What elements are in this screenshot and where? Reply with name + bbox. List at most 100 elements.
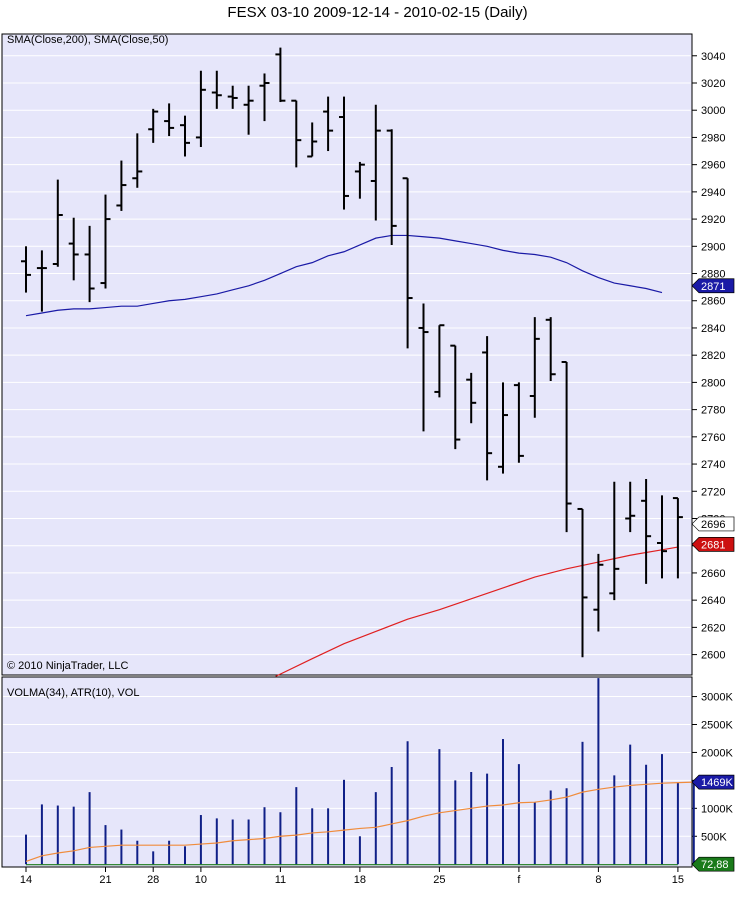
volume-y-ticks: 500K1000K1500K2000K2500K3000K [692, 692, 733, 843]
ohlc-bar [68, 217, 79, 281]
ohlc-bar [195, 70, 206, 147]
ohlc-bar [593, 553, 604, 632]
volume-tick-label: 2000K [701, 747, 733, 759]
sma200-line [275, 546, 679, 677]
volume-lines [25, 781, 694, 866]
ohlc-bar [164, 103, 175, 137]
x-tick-label: 25 [433, 874, 445, 886]
ohlc-bar [307, 122, 318, 158]
price-tick-label: 3040 [701, 51, 725, 63]
volume-marker: 72,88 [691, 856, 735, 872]
svg-text:2681: 2681 [701, 539, 725, 551]
volume-indicator-label: VOLMA(34), ATR(10), VOL [7, 687, 139, 699]
ohlc-bar [116, 160, 127, 211]
price-tick-label: 2800 [701, 377, 725, 389]
ohlc-bar [180, 115, 190, 157]
ohlc-bar [386, 129, 397, 245]
ohlc-bar [625, 481, 636, 533]
ohlc-bar [132, 133, 143, 188]
volume-grid [3, 696, 691, 837]
x-tick-label: 11 [275, 874, 286, 886]
ohlc-bar [434, 324, 445, 398]
svg-text:72,88: 72,88 [701, 859, 729, 871]
price-tick-label: 3000 [701, 105, 725, 117]
price-tick-label: 2780 [701, 405, 725, 417]
volume-tick-label: 2500K [701, 720, 733, 732]
price-tick-label: 2760 [701, 432, 725, 444]
price-panel-background [1, 33, 693, 676]
price-tick-label: 2640 [701, 595, 725, 607]
ohlc-bar [52, 179, 63, 267]
volume-panel-background [1, 676, 693, 868]
ohlc-bar [100, 194, 111, 289]
price-tick-label: 2920 [701, 214, 725, 226]
ohlc-bar [21, 246, 31, 293]
ohlc-bar [148, 108, 159, 143]
ohlc-bar [418, 303, 429, 432]
ohlc-bar [641, 479, 652, 584]
x-tick-label: f [517, 874, 521, 886]
price-tick-label: 2940 [701, 187, 725, 199]
price-tick-label: 2860 [701, 296, 725, 308]
x-tick-label: 21 [99, 874, 111, 886]
price-y-ticks: 2600262026402660268027002720274027602780… [692, 51, 725, 662]
ohlc-bar [577, 507, 588, 658]
price-tick-label: 2740 [701, 459, 725, 471]
svg-text:2871: 2871 [701, 281, 725, 293]
ohlc-bar [498, 382, 508, 474]
x-tick-label: 8 [595, 874, 601, 886]
price-tick-label: 2960 [701, 160, 725, 172]
ohlc-bar [36, 250, 47, 312]
price-tick-label: 3020 [701, 78, 725, 90]
volume-marker: 1469K [691, 774, 735, 790]
ohlc-bar [339, 96, 349, 210]
price-markers: 2871 2696 2681 [691, 278, 735, 552]
volume-bars [25, 678, 695, 865]
x-axis: 14 21 28 10 11 18 25 f 8 15 [20, 867, 684, 886]
ohlc-bar [275, 47, 286, 103]
price-tick-label: 2880 [701, 269, 725, 281]
copyright-label: © 2010 NinjaTrader, LLC [7, 660, 128, 672]
volume-tick-label: 1000K [701, 803, 733, 815]
ohlc-bar [545, 317, 556, 382]
ohlc-bar [354, 161, 365, 199]
price-grid [3, 55, 691, 656]
ohlc-bar [370, 104, 381, 221]
ohlc-bar [243, 85, 254, 135]
x-tick-label: 10 [195, 874, 207, 886]
ohlc-bar [529, 317, 540, 418]
ohlc-bar [84, 225, 95, 303]
x-tick-label: 28 [147, 874, 159, 886]
price-indicator-label: SMA(Close,200), SMA(Close,50) [7, 34, 168, 46]
price-tick-label: 2600 [701, 650, 725, 662]
ohlc-bar [323, 96, 334, 152]
ohlc-bar [466, 372, 477, 424]
ohlc-bar [657, 495, 667, 579]
ohlc-bar [227, 85, 238, 109]
ohlc-bar [672, 497, 683, 579]
svg-text:2696: 2696 [701, 519, 725, 531]
x-tick-label: 15 [672, 874, 684, 886]
price-tick-label: 2660 [701, 568, 725, 580]
x-tick-label: 14 [20, 874, 32, 886]
ohlc-bar [402, 177, 413, 349]
price-marker: 2871 [691, 278, 735, 294]
ohlc-bar [609, 481, 620, 601]
chart-title: FESX 03-10 2009-12-14 - 2010-02-15 (Dail… [227, 4, 528, 21]
price-marker: 2696 [691, 516, 735, 532]
svg-text:1469K: 1469K [701, 777, 733, 789]
price-tick-label: 2840 [701, 323, 725, 335]
price-tick-label: 2820 [701, 350, 725, 362]
volume-tick-label: 3000K [701, 692, 733, 704]
ohlc-bar [291, 99, 302, 168]
price-marker: 2681 [691, 537, 735, 552]
ohlc-bar [211, 70, 222, 109]
ohlc-bar [450, 344, 461, 450]
price-tick-label: 2980 [701, 132, 725, 144]
price-tick-label: 2620 [701, 622, 725, 634]
ohlc-bar [482, 336, 493, 481]
ohlc-bar [561, 360, 572, 533]
price-tick-label: 2720 [701, 486, 725, 498]
volma-line [25, 781, 694, 862]
